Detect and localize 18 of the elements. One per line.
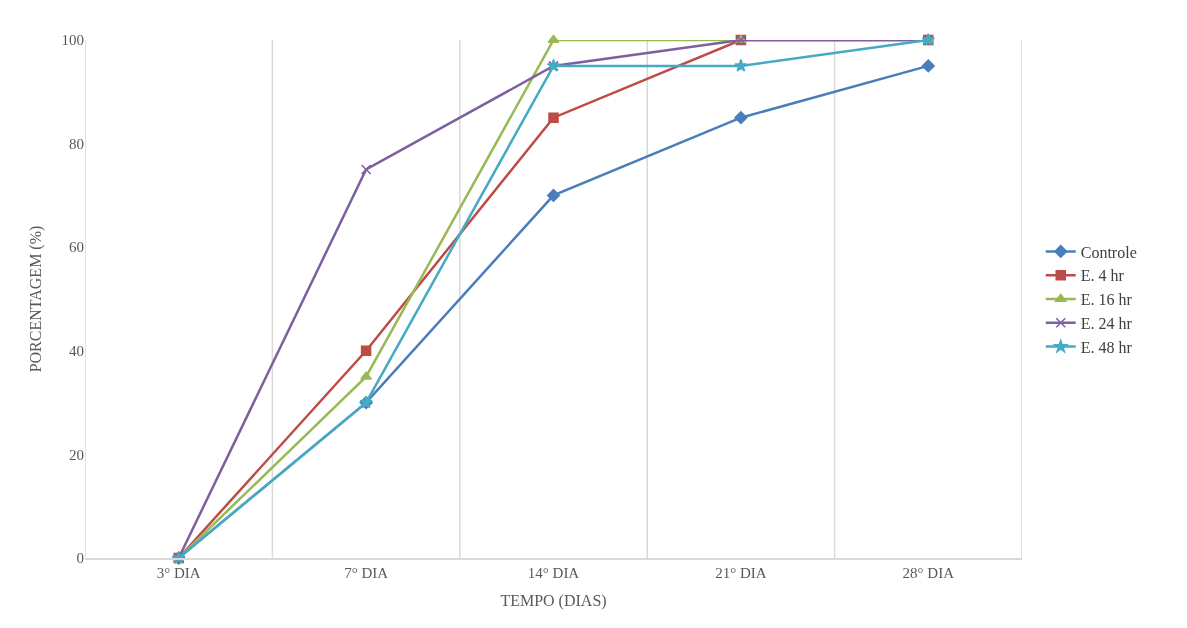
x-tick-label: 3° DIA: [156, 564, 201, 581]
y-tick-label: 0: [76, 550, 84, 567]
x-tick-label: 7° DIA: [344, 564, 389, 581]
legend-label: Controle: [1080, 243, 1137, 261]
y-tick-label: 20: [69, 446, 84, 463]
legend-label: E. 4 hr: [1080, 267, 1125, 285]
x-tick-label: 14° DIA: [527, 564, 580, 581]
legend-label: E. 16 hr: [1080, 291, 1133, 309]
x-axis-title: TEMPO (DIAS): [500, 591, 607, 610]
y-axis-title: PORCENTAGEM (%): [27, 225, 46, 373]
y-tick-label: 60: [69, 239, 84, 256]
x-tick-label: 28° DIA: [902, 564, 955, 581]
legend-label: E. 24 hr: [1080, 315, 1133, 333]
y-tick-label: 100: [61, 32, 84, 49]
x-tick-label: 21° DIA: [715, 564, 767, 581]
y-tick-label: 80: [69, 135, 84, 152]
y-tick-label: 40: [69, 343, 84, 360]
legend-label: E. 48 hr: [1080, 338, 1133, 356]
